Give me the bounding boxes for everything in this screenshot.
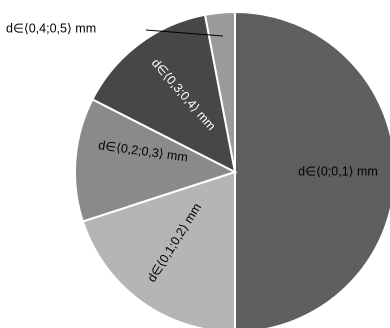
pie-slice-2 [81, 170, 236, 328]
pie-slice-5 [203, 10, 236, 173]
pie-slices [74, 10, 390, 328]
pie-slice-4 [91, 13, 237, 174]
slice-label-5: d∈⟨0,4;0,5⟩ mm [6, 21, 96, 35]
pie-slice-3 [74, 98, 238, 223]
leader-line-5 [145, 29, 224, 37]
slice-label-1: d∈⟨0;0,1⟩ mm [298, 164, 378, 178]
pie-slice-1 [234, 10, 390, 328]
